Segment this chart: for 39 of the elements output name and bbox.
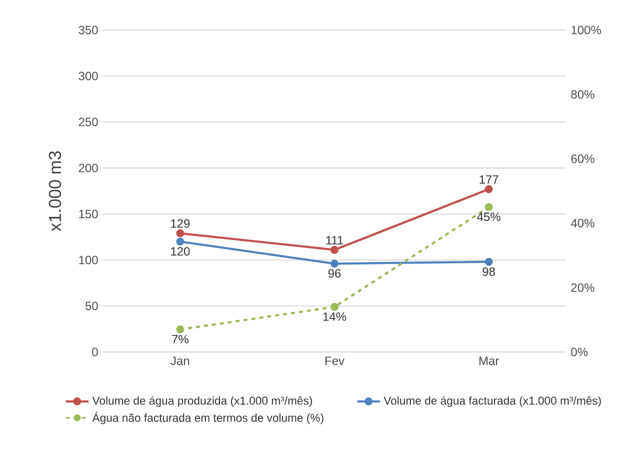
legend-label: Água não facturada em termos de volume (%)	[92, 412, 324, 424]
point	[176, 238, 184, 246]
y-tick-label: 250	[78, 118, 98, 126]
y-tick-label: 0	[92, 348, 98, 356]
point	[484, 258, 493, 266]
point	[330, 260, 338, 268]
y2-tick-label: 40%	[570, 218, 594, 228]
legend-label: Volume de água facturada (x1.000 m³/mês)	[384, 396, 601, 407]
y-tick-label: 350	[78, 26, 98, 34]
y2-tick-label: 80%	[571, 90, 594, 99]
y2-tick-label: 60%	[571, 154, 594, 164]
data-label: 96	[328, 269, 341, 278]
x-tick-label: Mar	[479, 356, 499, 366]
x-tick-label: Fev	[325, 356, 344, 366]
point	[176, 325, 184, 334]
y2-tick-label: 20%	[571, 283, 594, 292]
y-tick-label: 100	[79, 256, 98, 264]
legend-label: Volume de água produzida (x1.000 m³/mês)	[92, 396, 312, 407]
y2-tick-label: 0%	[571, 348, 588, 356]
point	[484, 185, 493, 194]
data-label: 7%	[172, 334, 188, 344]
point	[484, 203, 493, 212]
data-label: 129	[171, 219, 190, 228]
y-tick-label: 300	[78, 72, 98, 80]
y-tick-label: 200	[78, 164, 98, 172]
data-label: 45%	[477, 212, 500, 222]
point	[176, 229, 184, 238]
data-label: 111	[326, 236, 344, 244]
data-label: 120	[171, 247, 190, 256]
y-tick-label: 50	[85, 302, 98, 310]
point	[330, 246, 338, 254]
y2-tick-label: 100%	[572, 26, 601, 34]
data-label: 14%	[323, 312, 346, 321]
data-label: 177	[480, 175, 498, 184]
y-axis-title: x1.000 m3	[48, 151, 62, 232]
x-tick-label: Jan	[170, 356, 190, 366]
point	[330, 302, 339, 311]
y-tick-label: 150	[79, 210, 98, 218]
data-label: 98	[482, 267, 495, 276]
